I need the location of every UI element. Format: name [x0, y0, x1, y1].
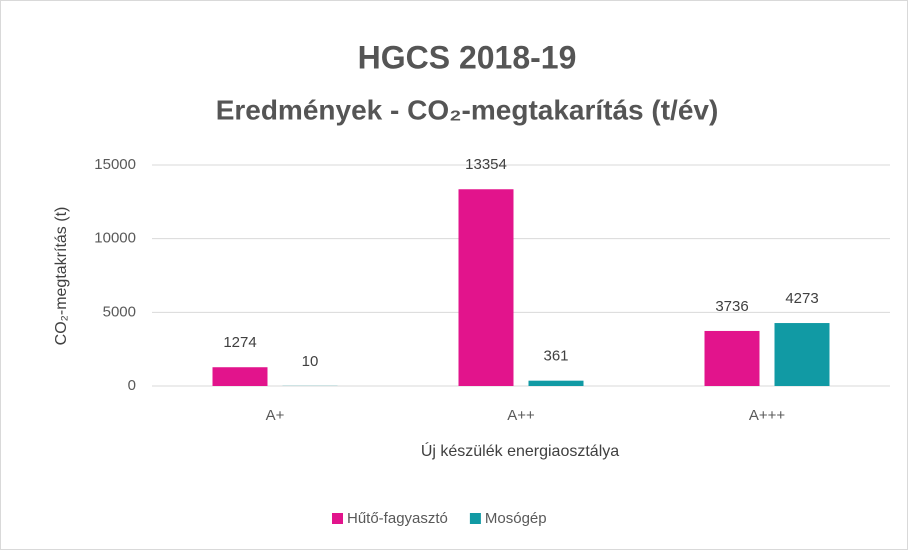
x-tick-label: A++	[507, 407, 535, 424]
value-label: 10	[302, 353, 319, 370]
x-axis-label: Új készülék energiaosztálya	[421, 441, 619, 460]
value-label: 3736	[715, 298, 748, 315]
y-tick-label: 15000	[94, 156, 136, 173]
y-axis-label: CO₂-megtakrítás (t)	[53, 207, 70, 346]
chart-subtitle: Eredmények - CO₂-megtakarítás (t/év)	[216, 94, 719, 125]
bar	[774, 323, 830, 386]
bar	[458, 189, 514, 386]
legend-label: Hűtő-fagyasztó	[347, 510, 448, 527]
x-tick-label: A+++	[749, 407, 786, 424]
bar	[528, 380, 584, 386]
legend-swatch	[469, 513, 481, 524]
value-label: 1274	[223, 334, 256, 351]
y-tick-label: 10000	[94, 230, 136, 247]
value-label: 13354	[465, 156, 507, 173]
chart-title: HGCS 2018-19	[358, 39, 577, 75]
value-label: 4273	[785, 290, 818, 307]
bar	[212, 367, 268, 386]
x-tick-label: A+	[266, 407, 285, 424]
y-tick-label: 0	[128, 377, 136, 394]
value-label: 361	[543, 348, 568, 365]
bar	[704, 330, 760, 386]
legend-swatch	[332, 513, 343, 524]
y-tick-label: 5000	[103, 303, 136, 320]
legend-label: Mosógép	[485, 510, 547, 527]
